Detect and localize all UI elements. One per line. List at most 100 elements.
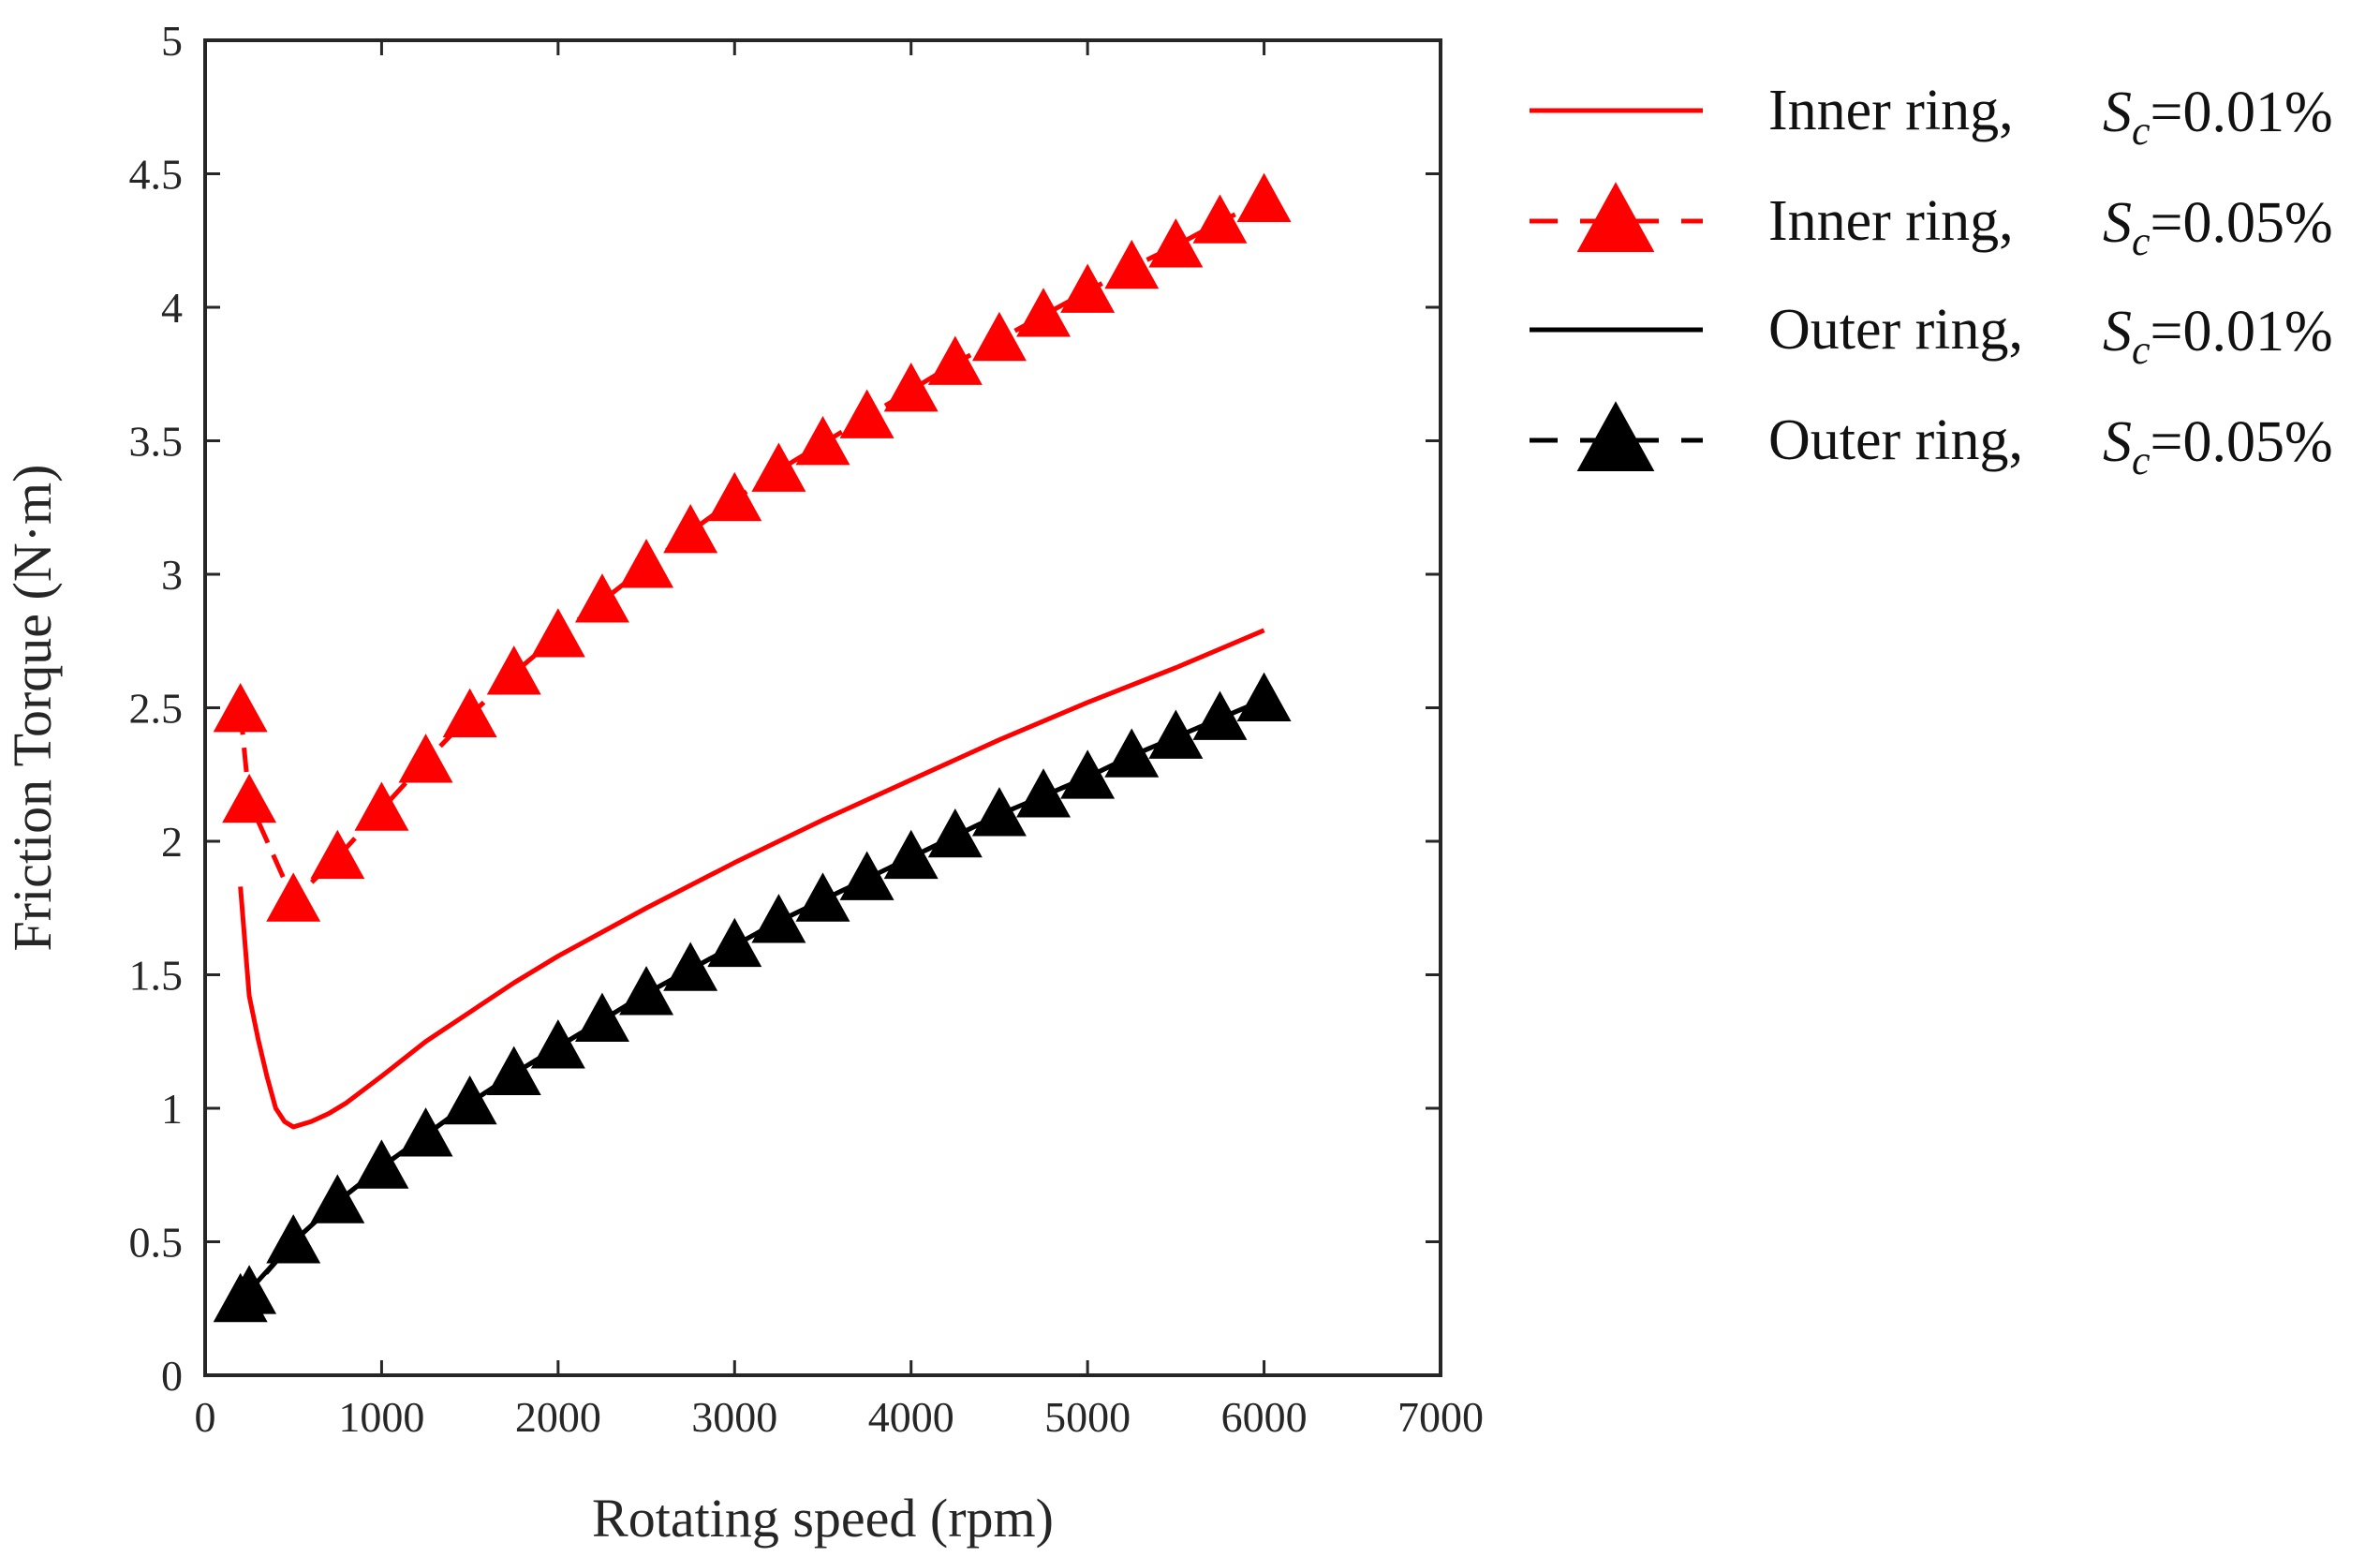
legend-sc-symbol: S bbox=[2103, 410, 2132, 474]
data-point-marker bbox=[222, 1265, 277, 1314]
legend-sc-value: =0.05% bbox=[2151, 410, 2333, 474]
legend-sc-value: =0.01% bbox=[2151, 81, 2333, 144]
data-point-marker bbox=[1148, 218, 1204, 268]
data-point-marker bbox=[574, 992, 629, 1042]
legend-entry-0: Inner ring, Sc=0.01% bbox=[1530, 79, 2333, 154]
legend: Inner ring, Sc=0.01%Inner ring, Sc=0.05%Ou… bbox=[1530, 79, 2333, 483]
legend-sc-subscript: c bbox=[2132, 218, 2151, 264]
legend-label: Outer ring, bbox=[1768, 408, 2023, 472]
y-axis-title: Friction Torque (N·m) bbox=[2, 465, 63, 952]
data-point-marker bbox=[398, 1107, 453, 1157]
y-tick-label: 2.5 bbox=[129, 685, 184, 733]
legend-marker-sample bbox=[1576, 182, 1655, 252]
data-point-marker bbox=[927, 808, 983, 858]
legend-entry-2: Outer ring, Sc=0.01% bbox=[1530, 298, 2333, 373]
legend-sc-symbol: S bbox=[2103, 191, 2132, 255]
x-tick-label: 5000 bbox=[1044, 1393, 1131, 1441]
legend-sc-subscript: c bbox=[2132, 108, 2151, 154]
legend-sc-label: Sc=0.01% bbox=[2103, 300, 2333, 373]
series-line bbox=[238, 628, 1265, 1130]
legend-sc-subscript: c bbox=[2132, 327, 2151, 373]
data-point-marker bbox=[1192, 194, 1248, 244]
data-point-marker bbox=[310, 829, 365, 880]
data-point-marker bbox=[751, 442, 806, 492]
data-point-marker bbox=[927, 335, 983, 385]
data-point-marker bbox=[354, 781, 409, 831]
y-tick-label: 2 bbox=[161, 818, 183, 866]
y-tick-label: 4 bbox=[161, 284, 183, 332]
legend-sc-label: Sc=0.05% bbox=[2103, 191, 2333, 264]
data-point-marker bbox=[795, 416, 850, 466]
legend-label: Outer ring, bbox=[1768, 298, 2023, 362]
y-tick-label: 4.5 bbox=[129, 151, 184, 199]
data-point-marker bbox=[213, 683, 268, 733]
data-point-marker bbox=[442, 688, 497, 738]
y-tick-label: 3.5 bbox=[129, 418, 184, 466]
data-point-marker bbox=[663, 504, 718, 554]
legend-sc-label: Sc=0.05% bbox=[2103, 410, 2333, 483]
data-point-marker bbox=[707, 917, 762, 968]
data-point-marker bbox=[310, 1174, 365, 1223]
legend-label: Inner ring, bbox=[1768, 189, 2014, 253]
y-tick-label: 5 bbox=[161, 17, 183, 65]
series-layer bbox=[213, 172, 1292, 1323]
series-1 bbox=[213, 172, 1292, 922]
x-tick-label: 7000 bbox=[1397, 1393, 1484, 1441]
data-point-marker bbox=[839, 389, 894, 438]
legend-marker-sample bbox=[1576, 401, 1655, 471]
data-point-marker bbox=[486, 1045, 541, 1095]
data-point-marker bbox=[883, 829, 939, 880]
legend-entry-3: Outer ring, Sc=0.05% bbox=[1530, 401, 2333, 483]
x-tick-label: 4000 bbox=[868, 1393, 954, 1441]
x-tick-label: 3000 bbox=[691, 1393, 777, 1441]
data-point-marker bbox=[1148, 709, 1204, 759]
y-tick-label: 1 bbox=[161, 1085, 183, 1133]
data-point-marker bbox=[795, 872, 850, 922]
x-axis-title: Rotating speed (rpm) bbox=[592, 1488, 1054, 1549]
legend-sc-subscript: c bbox=[2132, 437, 2151, 483]
data-point-marker bbox=[222, 773, 277, 823]
data-point-marker bbox=[619, 966, 674, 1016]
data-point-marker bbox=[266, 872, 321, 922]
y-tick-label: 1.5 bbox=[129, 952, 184, 1000]
x-tick-label: 6000 bbox=[1221, 1393, 1308, 1441]
data-point-marker bbox=[971, 311, 1027, 362]
data-point-marker bbox=[883, 363, 939, 412]
data-point-marker bbox=[266, 1214, 321, 1264]
y-tick-label: 0 bbox=[161, 1352, 183, 1400]
legend-entry-1: Inner ring, Sc=0.05% bbox=[1530, 182, 2333, 264]
y-tick-label: 3 bbox=[161, 551, 183, 599]
legend-sc-value: =0.05% bbox=[2151, 191, 2333, 255]
data-point-marker bbox=[530, 608, 585, 658]
data-point-marker bbox=[486, 645, 541, 695]
y-tick-label: 0.5 bbox=[129, 1219, 184, 1267]
data-point-marker bbox=[839, 851, 894, 900]
data-point-marker bbox=[619, 539, 674, 588]
ticks-layer: 0 1000 2000 3000 4000 5000 6000 7000 0 0.5 1 1.5 2 2.… bbox=[129, 17, 1485, 1441]
data-point-marker bbox=[1192, 690, 1248, 740]
data-point-marker bbox=[1104, 239, 1160, 289]
legend-label: Inner ring, bbox=[1768, 79, 2014, 142]
data-point-marker bbox=[971, 787, 1027, 837]
series-0 bbox=[238, 628, 1265, 1130]
data-point-marker bbox=[751, 894, 806, 943]
data-point-marker bbox=[442, 1075, 497, 1125]
data-point-marker bbox=[1060, 749, 1116, 799]
data-point-marker bbox=[1016, 288, 1072, 337]
series-3 bbox=[213, 672, 1292, 1323]
legend-sc-symbol: S bbox=[2103, 300, 2132, 363]
data-point-marker bbox=[398, 734, 453, 783]
legend-sc-label: Sc=0.01% bbox=[2103, 81, 2333, 154]
x-tick-label: 2000 bbox=[515, 1393, 601, 1441]
data-point-marker bbox=[354, 1139, 409, 1189]
data-point-marker bbox=[1016, 768, 1072, 818]
data-point-marker bbox=[663, 942, 718, 991]
data-point-marker bbox=[707, 471, 762, 522]
data-point-marker bbox=[1236, 172, 1292, 222]
x-tick-label: 1000 bbox=[338, 1393, 424, 1441]
x-tick-label: 0 bbox=[195, 1393, 216, 1441]
data-point-marker bbox=[1236, 672, 1292, 721]
legend-sc-value: =0.01% bbox=[2151, 300, 2333, 363]
